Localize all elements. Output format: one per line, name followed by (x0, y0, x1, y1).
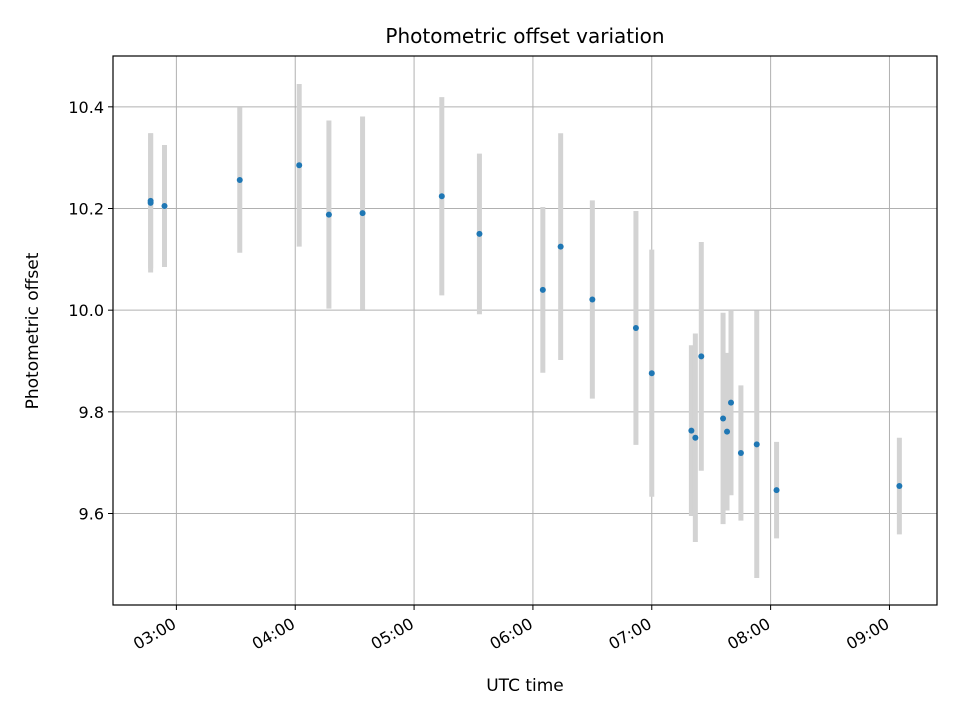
data-point (692, 434, 699, 441)
data-point (648, 370, 655, 377)
y-tick-label: 9.6 (79, 505, 104, 524)
data-points (147, 162, 903, 494)
data-point (728, 399, 734, 406)
data-point (720, 415, 727, 422)
y-axis-title: Photometric offset (23, 252, 43, 409)
data-point (296, 162, 303, 169)
data-point (773, 487, 780, 494)
data-point (539, 286, 546, 293)
chart-title: Photometric offset variation (385, 24, 664, 48)
plot-frame (112, 55, 938, 606)
data-point (476, 230, 483, 237)
data-point (236, 177, 243, 184)
x-axis-title: UTC time (486, 676, 564, 696)
data-point (325, 211, 332, 218)
data-point (896, 483, 903, 490)
data-point (359, 210, 366, 217)
y-axis-ticks: 9.6 9.8 10.0 10.2 10.4 (68, 98, 113, 524)
data-point (737, 450, 744, 457)
y-tick-label: 9.8 (79, 403, 104, 422)
data-point (688, 427, 695, 434)
y-tick-label: 10.0 (68, 301, 104, 320)
data-point (147, 197, 154, 204)
data-point (557, 243, 564, 250)
data-point (438, 193, 445, 200)
y-tick-label: 10.4 (68, 98, 104, 117)
data-point (632, 324, 639, 331)
data-point (724, 428, 731, 435)
data-point (589, 296, 596, 303)
data-point (753, 441, 760, 448)
data-point (698, 353, 705, 360)
data-point (161, 202, 168, 209)
y-tick-label: 10.2 (68, 200, 104, 219)
